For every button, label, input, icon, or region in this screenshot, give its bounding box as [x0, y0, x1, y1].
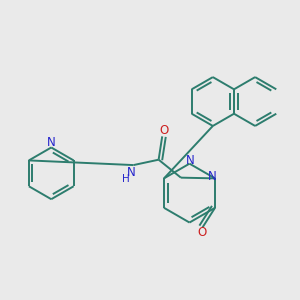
Text: N: N [47, 136, 56, 148]
Text: O: O [159, 124, 168, 137]
Text: N: N [208, 170, 217, 183]
Text: N: N [127, 167, 136, 179]
Text: N: N [186, 154, 195, 167]
Text: O: O [197, 226, 206, 239]
Text: H: H [122, 174, 130, 184]
